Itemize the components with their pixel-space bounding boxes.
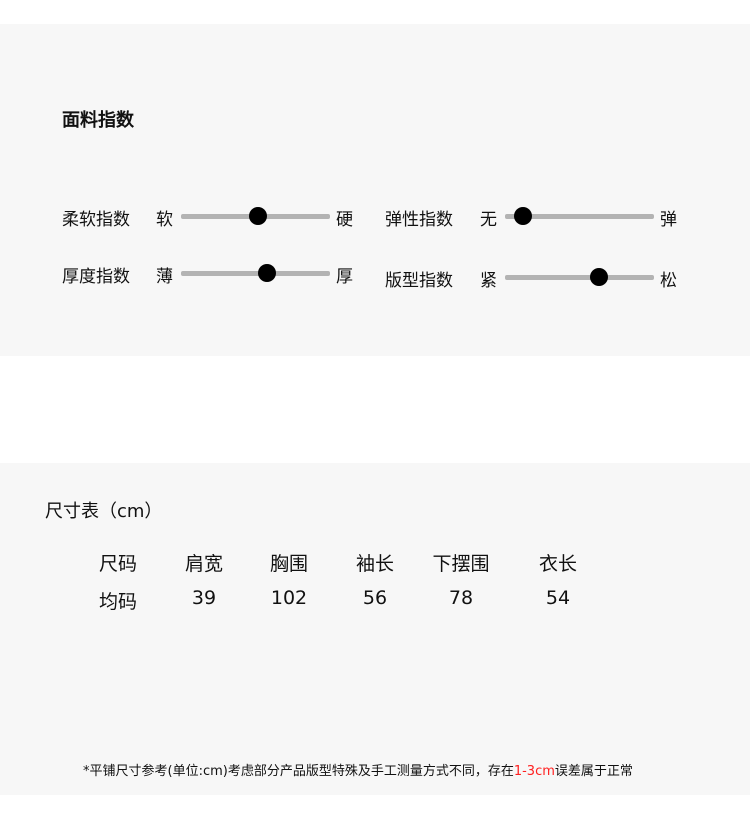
slider-label: 厚度指数	[62, 267, 130, 287]
note-highlight: 1-3cm	[513, 764, 555, 779]
table-cell: 39	[191, 587, 217, 609]
table-header: 下摆围	[432, 553, 490, 575]
table-header: 尺码	[98, 553, 138, 575]
size-title: 尺寸表（cm）	[45, 501, 163, 522]
note-text: *平铺尺寸参考(单位:cm)考虑部分产品版型特殊及手工测量方式不同，存在	[83, 764, 514, 779]
slider-label: 版型指数	[385, 271, 453, 291]
table-cell: 102	[270, 587, 308, 609]
slider-knob	[249, 207, 268, 225]
table-header: 袖长	[355, 553, 395, 575]
slider-knob	[589, 268, 608, 286]
slider-max-label: 松	[660, 271, 677, 291]
table-cell: 56	[362, 587, 388, 609]
slider-track	[181, 207, 330, 225]
slider-max-label: 厚	[336, 267, 353, 287]
slider-track	[505, 207, 654, 225]
slider-knob	[258, 264, 277, 282]
table-cell: 均码	[98, 591, 138, 613]
slider-min-label: 软	[156, 210, 173, 230]
slider-min-label: 薄	[156, 267, 173, 287]
slider-label: 柔软指数	[62, 210, 130, 230]
slider-label: 弹性指数	[385, 210, 453, 230]
slider-max-label: 硬	[336, 210, 353, 230]
table-header: 肩宽	[184, 553, 224, 575]
slider-track	[181, 264, 330, 282]
table-header: 衣长	[538, 553, 578, 575]
slider-track	[505, 268, 654, 286]
slider-min-label: 紧	[480, 271, 497, 291]
fabric-title: 面料指数	[62, 110, 134, 131]
size-note: *平铺尺寸参考(单位:cm)考虑部分产品版型特殊及手工测量方式不同，存在1-3c…	[83, 760, 633, 779]
slider-knob	[513, 207, 532, 225]
slider-min-label: 无	[480, 210, 497, 230]
fabric-index-panel: 面料指数 柔软指数 软 硬 弹性指数 无 弹 厚度指数 薄 厚 版型指数 紧 松	[0, 24, 750, 356]
note-text-end: 误差属于正常	[554, 764, 633, 779]
table-cell: 54	[545, 587, 571, 609]
size-chart-panel: 尺寸表（cm） 尺码 肩宽 胸围 袖长 下摆围 衣长均码 39 102 56 78 54 *平铺尺寸…	[0, 463, 750, 795]
table-cell: 78	[448, 587, 474, 609]
slider-max-label: 弹	[660, 210, 677, 230]
table-header: 胸围	[269, 553, 309, 575]
